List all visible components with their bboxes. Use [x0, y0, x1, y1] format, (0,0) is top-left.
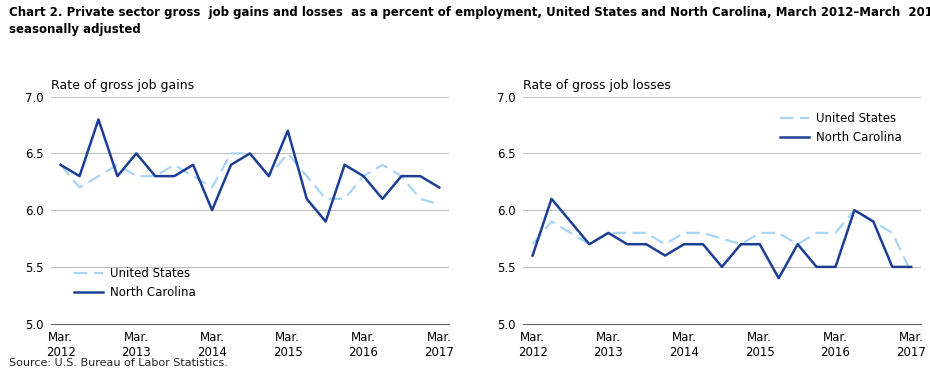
Text: Chart 2. Private sector gross  job gains and losses  as a percent of employment,: Chart 2. Private sector gross job gains …: [9, 6, 930, 36]
Legend: United States, North Carolina: United States, North Carolina: [69, 263, 201, 304]
Text: Rate of gross job losses: Rate of gross job losses: [523, 79, 671, 92]
Text: Source: U.S. Bureau of Labor Statistics.: Source: U.S. Bureau of Labor Statistics.: [9, 358, 228, 368]
Legend: United States, North Carolina: United States, North Carolina: [775, 107, 907, 148]
Text: Rate of gross job gains: Rate of gross job gains: [51, 79, 194, 92]
